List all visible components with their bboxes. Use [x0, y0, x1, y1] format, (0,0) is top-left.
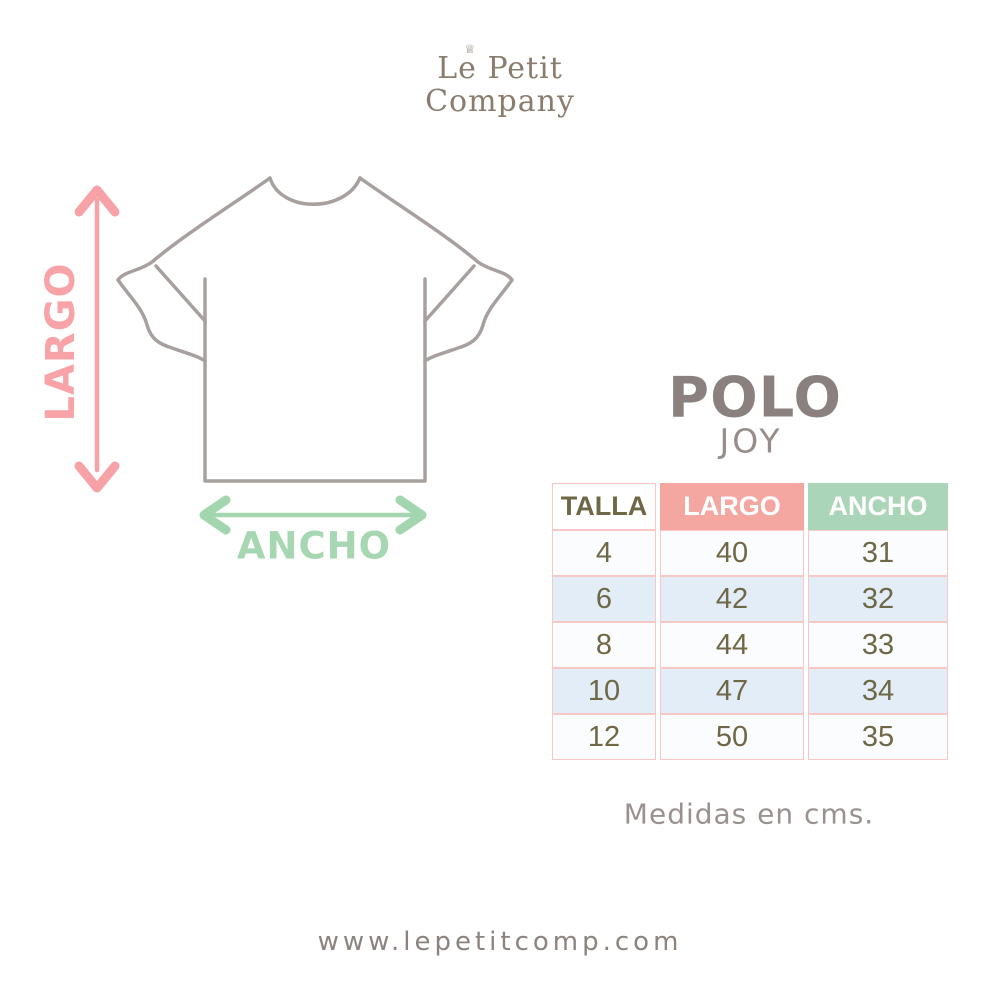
- size-cell: 4: [552, 530, 656, 576]
- units-note: Medidas en cms.: [623, 797, 875, 831]
- table-row: 4 40 31: [552, 530, 948, 576]
- size-cell: 42: [660, 576, 804, 622]
- product-subtitle: JOY: [719, 421, 783, 461]
- shirt-outline: [116, 176, 514, 483]
- size-cell: 31: [808, 530, 948, 576]
- size-cell: 12: [552, 714, 656, 760]
- size-cell: 10: [552, 668, 656, 714]
- size-cell: 8: [552, 622, 656, 668]
- website-url: www.lepetitcomp.com: [317, 927, 683, 957]
- brand-logo-line2: Company: [425, 84, 575, 119]
- length-label: LARGO: [38, 262, 84, 422]
- width-label: ANCHO: [236, 524, 392, 568]
- size-cell: 35: [808, 714, 948, 760]
- table-row: 10 47 34: [552, 668, 948, 714]
- table-row: 12 50 35: [552, 714, 948, 760]
- size-cell: 44: [660, 622, 804, 668]
- product-title: POLO: [668, 365, 842, 431]
- table-row: 8 44 33: [552, 622, 948, 668]
- size-cell: 34: [808, 668, 948, 714]
- table-header-row: TALLA LARGO ANCHO: [552, 483, 948, 530]
- size-cell: 50: [660, 714, 804, 760]
- column-header-talla: TALLA: [552, 483, 656, 530]
- brand-logo: Le Petit Company: [425, 52, 575, 118]
- size-cell: 6: [552, 576, 656, 622]
- size-cell: 33: [808, 622, 948, 668]
- column-header-largo: LARGO: [660, 483, 804, 530]
- table-row: 6 42 32: [552, 576, 948, 622]
- length-arrow: [74, 185, 120, 493]
- brand-logo-line1: Le Petit: [437, 51, 563, 86]
- size-cell: 32: [808, 576, 948, 622]
- size-table: TALLA LARGO ANCHO 4 40 31 6 42 32 8 44 3…: [548, 483, 952, 760]
- size-cell: 40: [660, 530, 804, 576]
- crown-icon: ♕: [464, 42, 476, 56]
- column-header-ancho: ANCHO: [808, 483, 948, 530]
- size-cell: 47: [660, 668, 804, 714]
